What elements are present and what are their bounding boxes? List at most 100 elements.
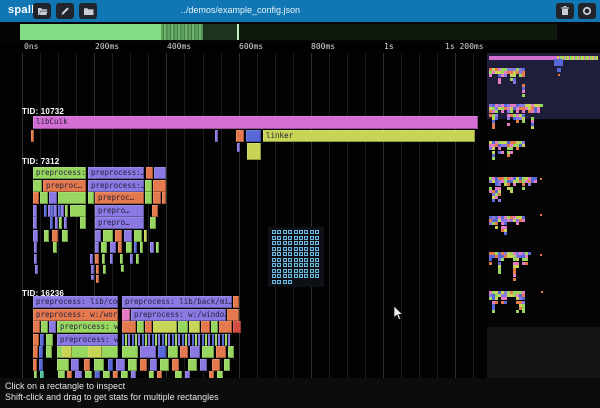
flame-rect[interactable] <box>121 265 124 272</box>
flame-rect[interactable] <box>145 179 152 192</box>
flame-rect[interactable] <box>150 242 154 253</box>
flame-rect[interactable] <box>58 371 65 378</box>
flame-rect[interactable] <box>33 192 39 204</box>
flame-rect-linker[interactable]: linker <box>263 130 475 142</box>
flame-rect[interactable] <box>70 204 86 217</box>
flame-rect[interactable] <box>200 358 207 371</box>
flame-rect[interactable] <box>140 242 143 253</box>
flame-rect[interactable] <box>120 254 123 264</box>
flame-rect[interactable] <box>35 265 38 274</box>
flame-rect[interactable] <box>157 371 162 378</box>
flame-rect-preprocess[interactable]: preprocess:… <box>88 167 144 179</box>
flame-rect[interactable] <box>103 229 113 242</box>
flame-rect[interactable] <box>59 217 62 229</box>
flame-rect[interactable] <box>217 371 223 378</box>
flame-rect-preprocess-lib-com[interactable]: preprocess: lib/com… <box>33 296 118 308</box>
flame-rect[interactable] <box>33 358 37 371</box>
flame-rect[interactable] <box>40 371 44 378</box>
flame-rect[interactable] <box>185 371 190 378</box>
flame-rect[interactable] <box>215 130 218 142</box>
flame-rect[interactable] <box>233 296 239 308</box>
flame-rect[interactable] <box>64 217 67 229</box>
flame-rect[interactable] <box>134 229 142 242</box>
flame-rect[interactable] <box>156 242 159 253</box>
flame-rect[interactable] <box>95 371 100 378</box>
flame-rect[interactable] <box>95 254 99 264</box>
flame-rect[interactable] <box>128 358 137 371</box>
flame-rect[interactable] <box>110 242 116 253</box>
flame-rect[interactable] <box>62 346 72 358</box>
flame-rect[interactable] <box>116 358 125 371</box>
flame-rect[interactable] <box>153 179 166 192</box>
flame-rect-preprocess-w[interactable]: preprocess: w… <box>57 333 118 346</box>
flame-rect[interactable] <box>33 217 37 229</box>
flame-rect[interactable] <box>52 229 58 242</box>
flame-rect[interactable] <box>122 308 130 321</box>
flame-rect[interactable] <box>55 217 58 229</box>
flame-rect[interactable] <box>153 192 161 204</box>
flame-rect[interactable] <box>189 321 200 333</box>
flame-rect[interactable] <box>113 371 118 378</box>
flame-rect[interactable] <box>33 229 38 242</box>
flame-rect[interactable] <box>101 242 107 253</box>
flame-rect[interactable] <box>224 358 230 371</box>
flame-rect[interactable] <box>40 333 44 346</box>
flame-rect[interactable] <box>108 358 113 371</box>
flame-rect[interactable] <box>46 346 52 358</box>
flame-rect[interactable] <box>228 346 234 358</box>
flame-rect[interactable] <box>62 229 68 242</box>
flame-rect[interactable] <box>67 371 72 378</box>
flame-rect[interactable] <box>152 204 158 217</box>
flame-rect-prepro[interactable]: prepro… <box>95 217 144 229</box>
flame-rect[interactable] <box>95 229 101 242</box>
flame-rect[interactable] <box>162 192 166 204</box>
flame-rect[interactable] <box>40 192 48 204</box>
flame-rect[interactable] <box>31 130 34 142</box>
flame-rect[interactable] <box>212 358 220 371</box>
flame-rect[interactable] <box>219 321 232 333</box>
flame-rect[interactable] <box>57 358 69 371</box>
flame-rect[interactable] <box>216 346 226 358</box>
flame-rect[interactable] <box>227 308 239 321</box>
flame-rect[interactable] <box>202 346 214 358</box>
flame-rect[interactable] <box>140 358 147 371</box>
flame-rect[interactable] <box>160 358 169 371</box>
flame-rect[interactable] <box>34 254 37 264</box>
flame-rect-preprocess-w-work[interactable]: preprocess: w:/work… <box>33 308 118 321</box>
edit-button[interactable] <box>56 3 74 19</box>
global-activity-strip[interactable] <box>0 22 600 42</box>
flame-rect[interactable] <box>103 371 110 378</box>
flame-rect[interactable] <box>33 204 37 217</box>
flame-rect[interactable] <box>144 229 147 242</box>
flame-rect[interactable] <box>33 321 40 333</box>
flame-rect[interactable] <box>80 217 86 229</box>
flame-rect[interactable] <box>71 358 79 371</box>
flame-rect[interactable] <box>49 192 57 204</box>
flame-rect[interactable] <box>201 321 210 333</box>
flame-rect[interactable] <box>57 346 118 358</box>
flame-rect[interactable] <box>130 254 133 264</box>
flame-rect[interactable] <box>153 321 177 333</box>
flame-rect[interactable] <box>158 346 166 358</box>
flame-rect[interactable] <box>90 254 93 264</box>
flame-rect[interactable] <box>126 242 132 253</box>
clear-trace-button[interactable] <box>556 3 574 19</box>
flame-rect[interactable] <box>51 204 54 217</box>
flame-rect[interactable] <box>110 254 113 264</box>
flame-rect[interactable] <box>39 358 43 371</box>
flame-rect[interactable] <box>88 192 94 204</box>
flame-rect[interactable] <box>53 242 57 253</box>
flame-rect[interactable] <box>172 358 179 371</box>
settings-button[interactable] <box>578 3 596 19</box>
flame-rect[interactable] <box>58 192 86 204</box>
flame-rect[interactable] <box>33 346 38 358</box>
flame-rect[interactable] <box>233 321 241 333</box>
flame-rect[interactable] <box>237 143 240 152</box>
flame-rect[interactable] <box>115 229 122 242</box>
flame-rect[interactable] <box>61 204 64 217</box>
flame-rect[interactable] <box>91 275 94 280</box>
open-file-button[interactable] <box>33 3 51 19</box>
flame-rect[interactable] <box>178 321 188 333</box>
flame-rect[interactable] <box>131 371 136 378</box>
import-button[interactable] <box>79 3 97 19</box>
